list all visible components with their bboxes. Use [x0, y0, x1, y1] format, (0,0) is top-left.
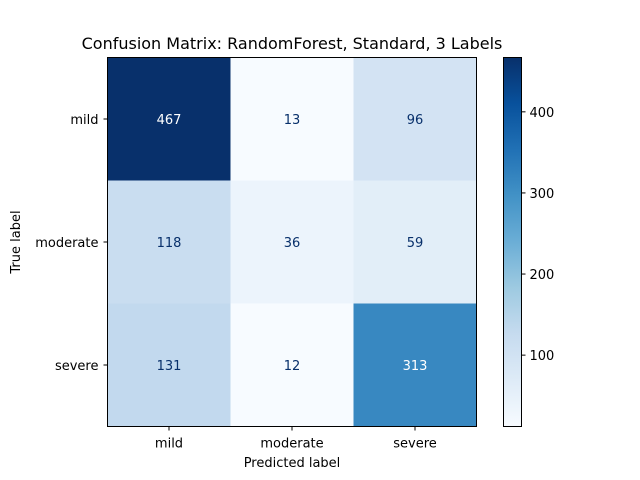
x-tick-label: severe — [393, 437, 437, 452]
y-tick-label: mild — [70, 113, 98, 128]
y-tick-label: moderate — [35, 236, 98, 251]
matrix-cell-value: 313 — [403, 359, 428, 374]
matrix-cell — [353, 303, 477, 427]
matrix-cell-value: 36 — [284, 236, 301, 251]
y-axis-ticks: mild moderate severe — [35, 113, 108, 374]
matrix-cell-value: 118 — [157, 236, 182, 251]
y-tick-label: severe — [55, 359, 99, 374]
colorbar — [503, 57, 522, 427]
matrix-cell-value: 96 — [407, 113, 424, 128]
x-tick-label: moderate — [260, 437, 323, 452]
matrix-cell — [107, 57, 231, 181]
colorbar-tick-label: 200 — [530, 268, 555, 283]
chart-title: Confusion Matrix: RandomForest, Standard… — [82, 34, 503, 53]
x-axis-ticks: mild moderate severe — [155, 426, 437, 452]
matrix-cell — [230, 57, 354, 181]
matrix-cell — [107, 303, 231, 427]
matrix-cell-value: 13 — [284, 113, 301, 128]
matrix-cell — [353, 180, 477, 304]
matrix-cell-value: 131 — [157, 359, 182, 374]
x-axis-label: Predicted label — [244, 456, 341, 471]
matrix-cell-value: 12 — [284, 359, 301, 374]
matrix-cell — [353, 57, 477, 181]
matrix-cell-labels: 467 13 96 118 36 59 131 12 313 — [157, 113, 428, 374]
colorbar-tick-label: 100 — [530, 349, 555, 364]
colorbar-ticks: 100 200 300 400 — [521, 106, 555, 364]
y-axis-label: True label — [9, 210, 24, 274]
matrix-cell — [107, 180, 231, 304]
colorbar-tick-label: 400 — [530, 106, 555, 121]
matrix-cell — [230, 303, 354, 427]
x-tick-label: mild — [155, 437, 183, 452]
colorbar-tick-label: 300 — [530, 187, 555, 202]
matrix-cell-value: 59 — [407, 236, 424, 251]
matrix-cell — [230, 180, 354, 304]
matrix-cells — [107, 57, 477, 427]
matrix-cell-value: 467 — [157, 113, 182, 128]
